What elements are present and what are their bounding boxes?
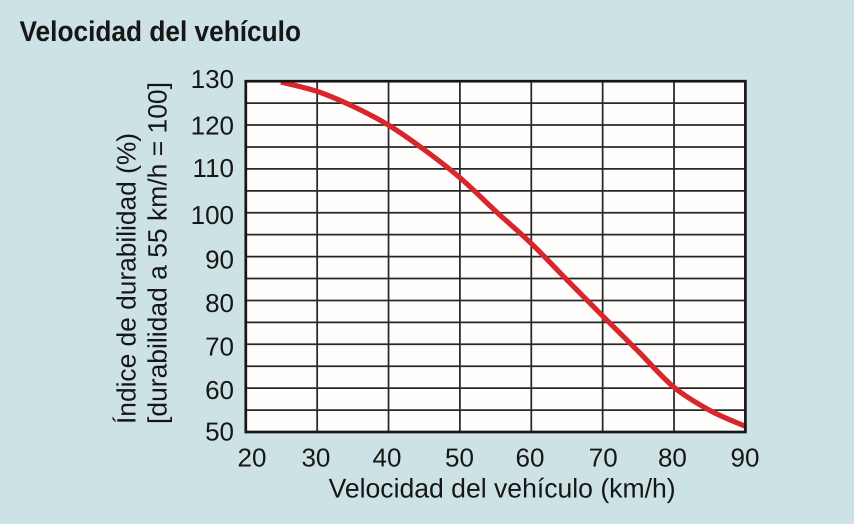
svg-text:Velocidad del vehículo (km/h): Velocidad del vehículo (km/h) [329, 474, 676, 504]
svg-text:80: 80 [205, 288, 234, 318]
svg-text:60: 60 [205, 375, 234, 405]
svg-text:50: 50 [445, 443, 474, 473]
svg-text:110: 110 [193, 153, 234, 183]
svg-text:130: 130 [191, 64, 234, 94]
svg-text:100: 100 [191, 200, 234, 230]
svg-text:70: 70 [589, 443, 618, 473]
svg-text:90: 90 [731, 443, 760, 473]
svg-text:Índice de durabilidad (%): Índice de durabilidad (%) [112, 133, 142, 424]
svg-text:70: 70 [205, 332, 234, 362]
svg-text:20: 20 [238, 443, 267, 473]
svg-text:[durabilidad a 55 km/h = 100]: [durabilidad a 55 km/h = 100] [143, 82, 173, 424]
svg-text:120: 120 [191, 111, 234, 141]
svg-text:50: 50 [205, 417, 234, 447]
svg-text:30: 30 [301, 443, 330, 473]
svg-text:40: 40 [373, 443, 402, 473]
svg-text:90: 90 [205, 245, 234, 275]
svg-text:60: 60 [516, 443, 545, 473]
svg-text:80: 80 [658, 443, 687, 473]
svg-text:Velocidad del vehículo: Velocidad del vehículo [20, 16, 302, 48]
